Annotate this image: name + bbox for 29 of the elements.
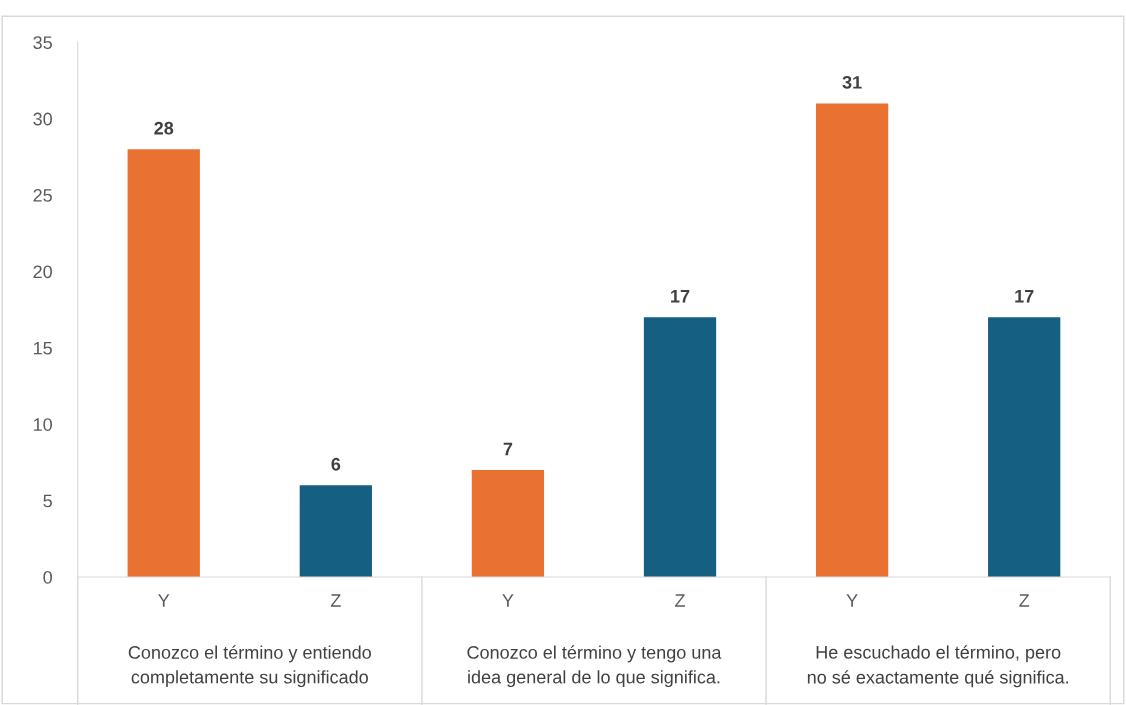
text: He escuchado el término, pero no sé exactamente qué significa.	[807, 645, 1068, 688]
data-label: 6	[331, 457, 341, 471]
x-tick-label: Y	[846, 594, 858, 607]
y-tick-label: 0	[43, 570, 52, 584]
data-label: 7	[503, 442, 513, 456]
y-tick-label: 15	[33, 341, 52, 355]
y-tick-label: 5	[43, 494, 52, 508]
data-label: 31	[842, 75, 862, 89]
x-tick-label: Z	[330, 594, 341, 607]
bar	[471, 470, 545, 577]
bar	[815, 103, 889, 577]
text: Conozco el término y tengo una idea general de lo que significa.	[467, 645, 722, 688]
y-tick-label: 25	[33, 189, 52, 202]
bar	[988, 317, 1061, 577]
data-label: 17	[1015, 289, 1034, 303]
y-tick-label: 30	[33, 112, 52, 126]
bar	[127, 149, 200, 577]
y-tick-label: 35	[33, 36, 52, 50]
data-label: 28	[154, 121, 174, 135]
x-tick-label: Y	[158, 594, 170, 607]
data-label: 17	[671, 289, 690, 303]
y-tick-label: 10	[33, 418, 52, 431]
y-tick-label: 20	[33, 265, 52, 279]
x-tick-label: Z	[1019, 594, 1030, 607]
bar	[643, 317, 717, 577]
text: Conozco el término y entiendo completamente su significado	[128, 645, 371, 688]
x-tick-label: Y	[502, 594, 514, 607]
x-tick-label: Z	[675, 594, 685, 607]
bar	[299, 485, 372, 577]
